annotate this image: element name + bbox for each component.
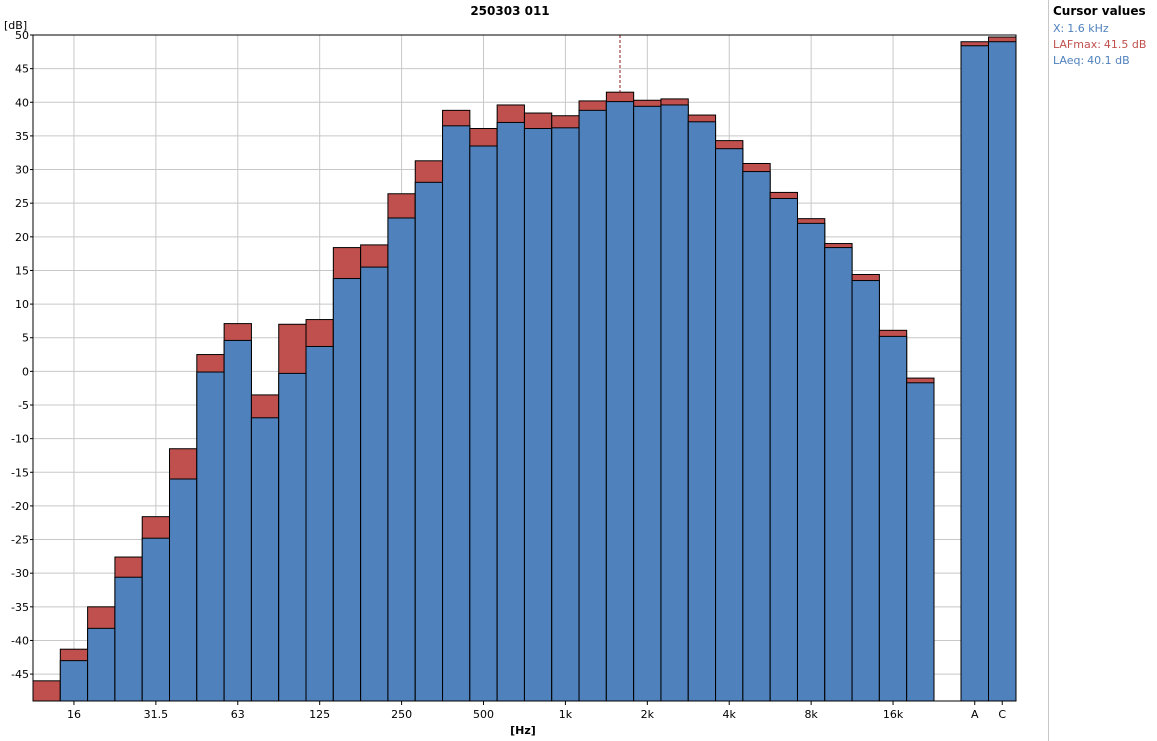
laeq-bar[interactable] — [551, 127, 580, 702]
y-tick-label: 10 — [15, 298, 29, 311]
lafmax-bar[interactable] — [32, 680, 61, 702]
y-tick-label: 45 — [15, 63, 29, 76]
laeq-bar[interactable] — [988, 41, 1017, 702]
x-tick-labels: 16 31.5 63 125 250 500 1k 2k 4k 8k 16k A C — [67, 701, 1006, 721]
x-tick-label: 125 — [309, 708, 330, 721]
cursor-x-value: 1.6 kHz — [1067, 22, 1109, 35]
laeq-bar[interactable] — [169, 478, 198, 702]
laeq-bar[interactable] — [796, 222, 826, 702]
y-tick-label: -25 — [11, 534, 29, 547]
laeq-bar[interactable] — [114, 576, 143, 702]
laeq-bar[interactable] — [523, 128, 553, 702]
laeq-bar[interactable] — [633, 105, 662, 702]
laeq-bar[interactable] — [605, 101, 635, 702]
chart-title: 250303 011 — [470, 4, 549, 18]
laeq-bar[interactable] — [414, 181, 444, 702]
y-tick-label: -45 — [11, 668, 29, 681]
cursor-laeq-row: LAeq: 40.1 dB — [1053, 54, 1130, 67]
y-tick-label: -30 — [11, 567, 29, 580]
x-tick-label: 2k — [641, 708, 655, 721]
y-axis-label: [dB] — [4, 19, 27, 32]
x-tick-label: 63 — [231, 708, 245, 721]
x-tick-label: C — [998, 708, 1006, 721]
cursor-laeq-label: LAeq: — [1053, 54, 1085, 67]
y-tick-label: -5 — [18, 399, 29, 412]
y-tick-label: -10 — [11, 433, 29, 446]
spectrum-chart[interactable]: 250303 011 [dB] [Hz] 5045403530252015105… — [0, 0, 1045, 741]
x-axis-label: [Hz] — [510, 724, 536, 737]
y-tick-label: -40 — [11, 634, 29, 647]
y-tick-label: -35 — [11, 601, 29, 614]
laeq-bar[interactable] — [906, 382, 935, 702]
cursor-lafmax-value: 41.5 dB — [1103, 38, 1147, 51]
laeq-bar[interactable] — [223, 339, 252, 702]
y-tick-label: 0 — [22, 365, 29, 378]
y-tick-label: 30 — [15, 164, 29, 177]
laeq-bar[interactable] — [469, 145, 498, 702]
cursor-values-panel: Cursor values X: 1.6 kHz LAFmax: 41.5 dB L… — [1048, 0, 1157, 741]
cursor-values-title: Cursor values — [1053, 4, 1146, 18]
y-tick-label: 40 — [15, 96, 29, 109]
x-tick-label: A — [971, 708, 979, 721]
x-tick-label: 4k — [723, 708, 737, 721]
y-tick-label: 20 — [15, 231, 29, 244]
y-tick-labels: 50454035302520151050-5-10-15-20-25-30-35… — [11, 29, 33, 681]
laeq-bar[interactable] — [687, 121, 717, 702]
laeq-bar[interactable] — [824, 247, 853, 702]
y-tick-label: -15 — [11, 466, 29, 479]
x-tick-label: 16 — [67, 708, 81, 721]
y-tick-label: 35 — [15, 130, 29, 143]
cursor-laeq-value: 40.1 dB — [1087, 54, 1130, 67]
laeq-bar[interactable] — [769, 197, 798, 702]
x-tick-label: 1k — [559, 708, 573, 721]
laeq-bar[interactable] — [442, 125, 471, 702]
cursor-x-label: X: — [1053, 22, 1065, 35]
y-tick-label: 25 — [15, 197, 29, 210]
x-tick-label: 31.5 — [144, 708, 169, 721]
bar-group — [32, 36, 1017, 702]
x-tick-label: 8k — [804, 708, 818, 721]
laeq-bar[interactable] — [305, 345, 334, 702]
y-tick-label: 5 — [22, 332, 29, 345]
laeq-bar[interactable] — [87, 627, 116, 702]
laeq-bar[interactable] — [742, 171, 771, 702]
laeq-bar[interactable] — [278, 372, 307, 702]
laeq-bar[interactable] — [496, 121, 525, 702]
x-tick-label: 500 — [473, 708, 494, 721]
laeq-bar[interactable] — [578, 109, 607, 702]
plot-frame — [32, 34, 1017, 702]
laeq-bar[interactable] — [59, 660, 89, 702]
y-tick-label: 50 — [15, 29, 29, 42]
laeq-bar[interactable] — [660, 104, 689, 702]
laeq-bar[interactable] — [332, 278, 362, 702]
x-tick-label: 250 — [391, 708, 412, 721]
y-tick-label: -20 — [11, 500, 29, 513]
cursor-lafmax-row: LAFmax: 41.5 dB — [1053, 38, 1146, 51]
laeq-bar[interactable] — [387, 217, 416, 702]
laeq-bar[interactable] — [851, 280, 880, 702]
laeq-bar[interactable] — [360, 266, 389, 702]
laeq-bar[interactable] — [960, 45, 989, 702]
cursor-lafmax-label: LAFmax: — [1053, 38, 1101, 51]
x-tick-label: 16k — [883, 708, 904, 721]
cursor-x-row: X: 1.6 kHz — [1053, 22, 1109, 35]
laeq-bar[interactable] — [196, 371, 225, 702]
laeq-bar[interactable] — [715, 148, 744, 702]
laeq-bar[interactable] — [878, 335, 908, 702]
y-tick-label: 15 — [15, 264, 29, 277]
laeq-bar[interactable] — [141, 537, 171, 702]
laeq-bar[interactable] — [250, 417, 280, 702]
